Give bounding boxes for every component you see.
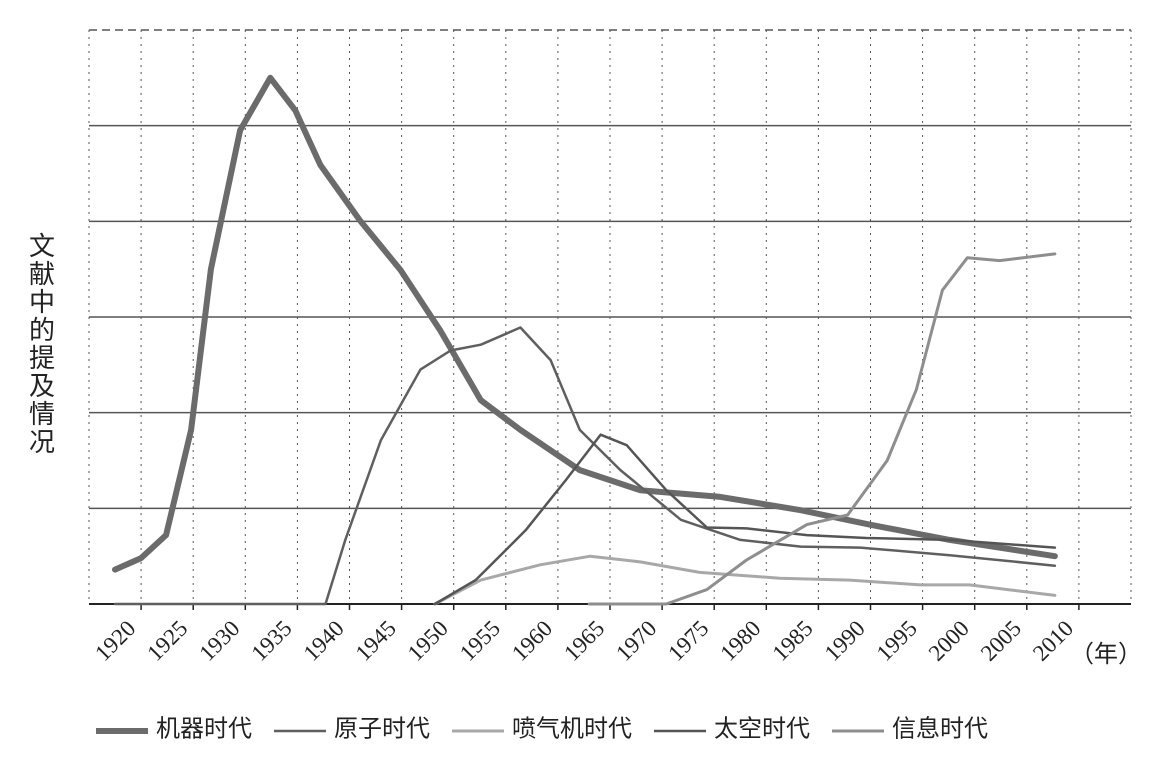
x-tick-label: 1975 [663,616,713,666]
legend-label: 太空时代 [714,716,810,743]
legend-label: 原子时代 [334,716,430,743]
x-tick-label: 1930 [194,616,244,666]
series-line [112,74,1058,573]
y-axis-label: 文献中的提及情况 [26,232,55,456]
x-unit-label: （年） [1070,641,1142,668]
x-tick-label: 1960 [507,616,557,666]
x-tick-label: 1925 [142,616,192,666]
x-tick-label: 1985 [767,616,817,666]
x-tick-label: 1950 [403,616,453,666]
x-tick-label: 1935 [246,616,296,666]
series-line [433,554,1057,606]
series-line [433,433,1057,606]
legend-label: 信息时代 [892,716,988,743]
x-tick-label: 1995 [872,616,922,666]
x-tick-label: 1945 [351,616,401,666]
x-tick-label: 1990 [820,616,870,666]
series-line [113,326,1057,606]
series-line [587,252,1057,606]
x-tick-label: 1965 [559,616,609,666]
x-tick-label: 1980 [715,616,765,666]
x-tick-label: 2000 [924,616,974,666]
x-tick-label: 1955 [455,616,505,666]
x-tick-label: 1940 [299,616,349,666]
x-tick-label: 1920 [90,616,140,666]
x-tick-label: 2005 [976,616,1026,666]
x-tick-label: 1970 [611,616,661,666]
legend-label: 机器时代 [156,716,252,743]
legend-label: 喷气机时代 [512,716,632,743]
